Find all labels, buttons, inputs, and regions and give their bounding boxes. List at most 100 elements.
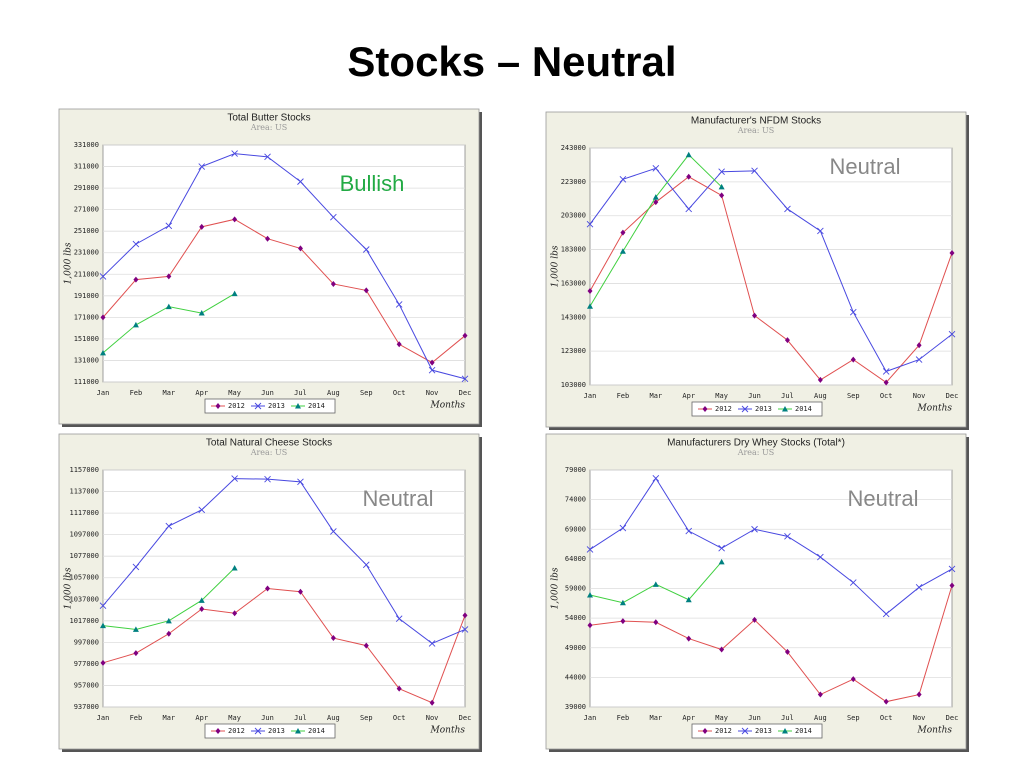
point bbox=[752, 616, 758, 623]
x-tick-label: Jan bbox=[584, 392, 597, 400]
chart-title: Manufacturer's NFDM Stocks bbox=[691, 116, 821, 127]
point bbox=[395, 301, 403, 308]
point bbox=[882, 610, 890, 618]
point bbox=[100, 314, 106, 321]
point bbox=[363, 642, 369, 649]
point bbox=[619, 248, 626, 254]
y-tick-label: 311000 bbox=[74, 163, 99, 171]
point bbox=[330, 635, 336, 642]
y-tick-label: 69000 bbox=[565, 525, 586, 533]
plot-area bbox=[589, 147, 953, 386]
point bbox=[165, 617, 172, 624]
point bbox=[817, 691, 823, 698]
y-tick-label: 331000 bbox=[74, 141, 99, 149]
y-tick-label: 143000 bbox=[561, 313, 586, 321]
x-axis-label: Months bbox=[917, 726, 953, 736]
y-tick-label: 64000 bbox=[565, 555, 586, 563]
point bbox=[165, 522, 173, 530]
legend-marker bbox=[702, 728, 708, 734]
point bbox=[817, 376, 823, 383]
series-line bbox=[102, 153, 466, 380]
point bbox=[751, 525, 758, 533]
chart-title: Manufacturers Dry Whey Stocks (Total*) bbox=[667, 438, 845, 449]
y-tick-label: 271000 bbox=[74, 206, 99, 214]
point bbox=[718, 168, 725, 176]
point bbox=[199, 223, 205, 230]
x-tick-label: Sep bbox=[847, 392, 860, 400]
legend-label: 2012 bbox=[715, 727, 732, 735]
point bbox=[586, 220, 594, 228]
legend-marker bbox=[741, 405, 749, 413]
point bbox=[396, 685, 402, 692]
legend-marker bbox=[254, 727, 262, 735]
point bbox=[686, 635, 692, 642]
legend-marker bbox=[702, 406, 708, 412]
point bbox=[165, 303, 172, 310]
x-tick-label: Jun bbox=[748, 392, 761, 400]
point bbox=[587, 622, 593, 629]
point bbox=[99, 602, 107, 610]
legend-marker bbox=[295, 403, 301, 409]
point bbox=[429, 359, 435, 366]
x-tick-label: Nov bbox=[913, 392, 926, 400]
point bbox=[685, 205, 693, 213]
y-tick-label: 191000 bbox=[74, 292, 99, 300]
series-line bbox=[589, 176, 953, 384]
legend-label: 2012 bbox=[228, 727, 245, 735]
point bbox=[363, 287, 369, 294]
y-tick-label: 1037000 bbox=[69, 595, 99, 603]
point bbox=[165, 222, 173, 230]
x-tick-label: Jun bbox=[261, 714, 274, 722]
legend-label: 2012 bbox=[715, 405, 732, 413]
point bbox=[653, 619, 659, 626]
annotation: Bullish bbox=[340, 171, 405, 196]
y-tick-label: 49000 bbox=[565, 644, 586, 652]
point bbox=[264, 475, 271, 483]
point bbox=[232, 610, 238, 617]
point bbox=[100, 659, 106, 666]
point bbox=[297, 478, 304, 486]
y-tick-label: 957000 bbox=[74, 681, 99, 689]
series-line bbox=[102, 478, 466, 645]
point bbox=[685, 527, 693, 535]
x-tick-label: Jun bbox=[748, 714, 761, 722]
y-tick-label: 231000 bbox=[74, 249, 99, 257]
legend-box bbox=[204, 723, 336, 739]
legend-marker bbox=[782, 406, 788, 412]
x-tick-label: Jul bbox=[294, 389, 307, 397]
x-tick-label: Feb bbox=[130, 714, 143, 722]
point bbox=[784, 205, 791, 213]
y-tick-label: 151000 bbox=[74, 335, 99, 343]
point bbox=[619, 524, 627, 532]
point bbox=[685, 151, 692, 158]
point bbox=[297, 245, 303, 252]
plot-area bbox=[102, 469, 466, 708]
point bbox=[166, 630, 172, 637]
annotation: Neutral bbox=[848, 486, 919, 511]
y-tick-label: 103000 bbox=[561, 381, 586, 389]
x-tick-label: Sep bbox=[360, 714, 373, 722]
point bbox=[231, 290, 238, 297]
point bbox=[587, 303, 593, 309]
x-tick-label: Jul bbox=[781, 392, 794, 400]
point bbox=[949, 582, 955, 589]
x-tick-label: Mar bbox=[162, 389, 175, 397]
chart-panel: Manufacturers Dry Whey Stocks (Total*)Ar… bbox=[545, 433, 969, 752]
point bbox=[132, 626, 139, 632]
point bbox=[231, 475, 238, 482]
x-axis-label: Months bbox=[430, 401, 466, 411]
point bbox=[428, 640, 436, 647]
series-line bbox=[102, 218, 466, 364]
x-tick-label: Oct bbox=[880, 392, 893, 400]
point bbox=[462, 612, 468, 619]
point bbox=[264, 153, 271, 161]
point bbox=[948, 330, 956, 338]
y-tick-label: 1137000 bbox=[69, 488, 99, 496]
point bbox=[428, 366, 436, 374]
series-line bbox=[589, 477, 953, 615]
legend-label: 2013 bbox=[268, 727, 285, 735]
x-tick-label: Oct bbox=[393, 389, 406, 397]
point bbox=[330, 280, 336, 287]
